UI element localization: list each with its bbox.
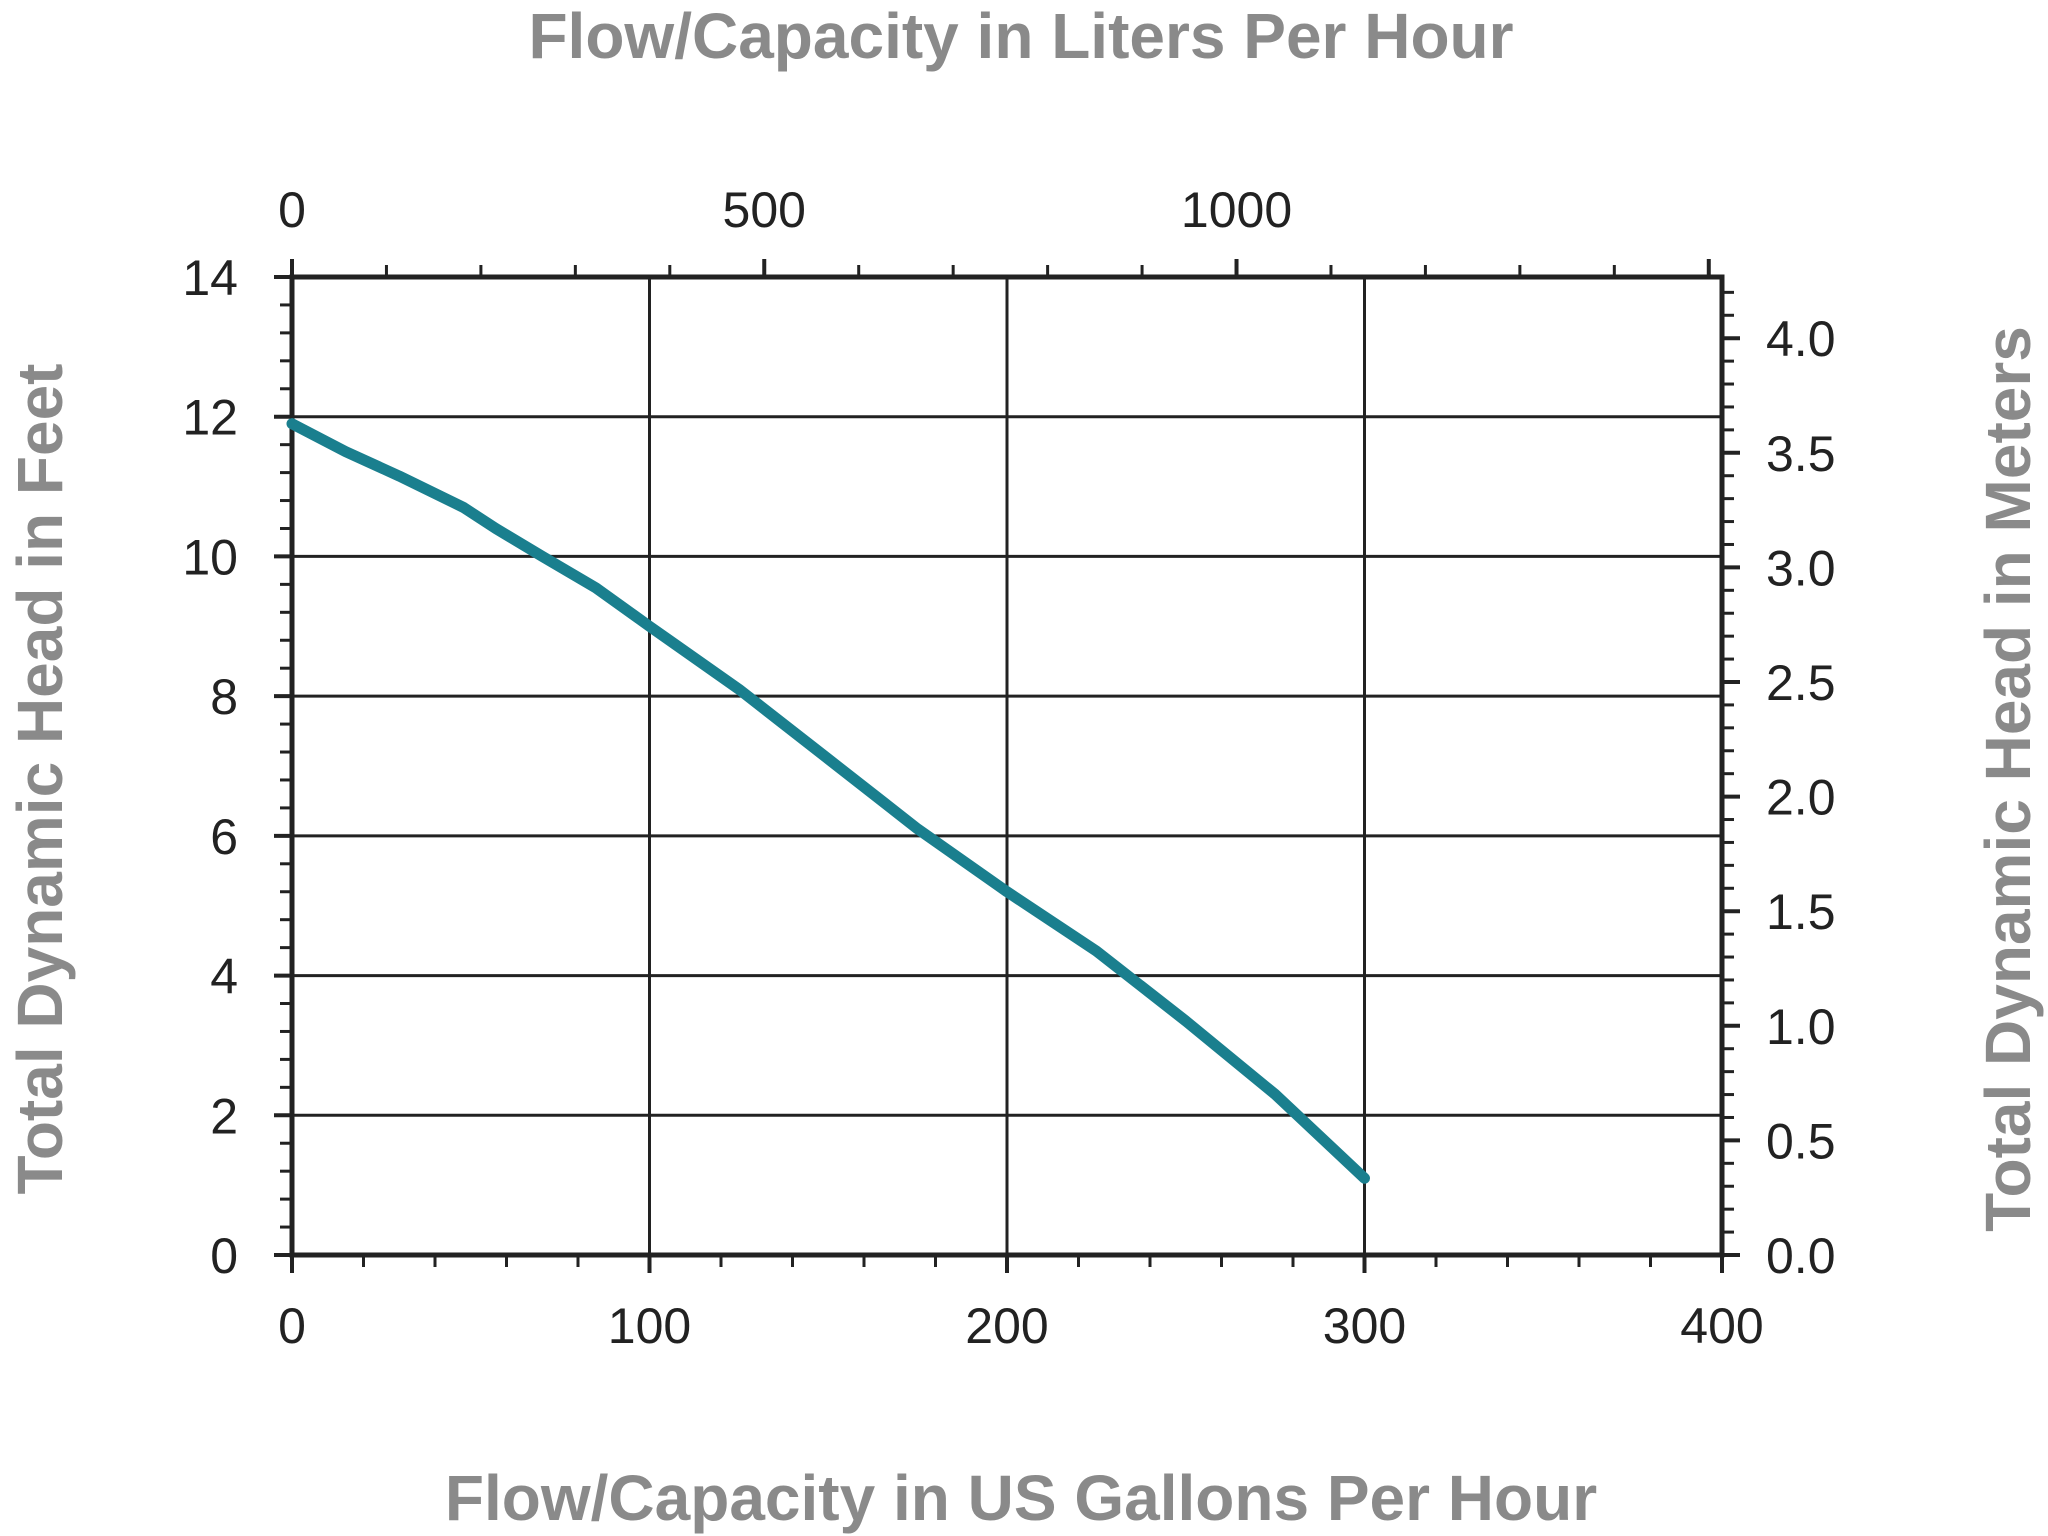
left-axis-tick-label: 10 — [182, 529, 238, 585]
left-axis-tick-label: 0 — [210, 1228, 238, 1284]
top-axis-tick-label: 1000 — [1181, 182, 1292, 238]
left-axis-title: Total Dynamic Head in Feet — [4, 364, 76, 1195]
left-axis-tick-label: 8 — [210, 669, 238, 725]
right-axis-tick-label: 3.0 — [1766, 540, 1836, 596]
left-axis-tick-label: 14 — [182, 250, 238, 306]
bottom-axis-title: Flow/Capacity in US Gallons Per Hour — [445, 1462, 1597, 1534]
plot-frame — [289, 274, 1725, 1258]
left-axis-tick-labels: 0 2 4 6 8 10 12 14 — [182, 250, 238, 1284]
bottom-axis-tick-label: 400 — [1680, 1298, 1763, 1354]
top-axis-tick-label: 500 — [723, 182, 806, 238]
left-axis-tick-label: 12 — [182, 390, 238, 446]
grid-lines — [292, 277, 1722, 1255]
left-axis-tick-label: 4 — [210, 949, 238, 1005]
top-axis-title: Flow/Capacity in Liters Per Hour — [528, 0, 1513, 72]
left-axis-tick-label: 2 — [210, 1088, 238, 1144]
bottom-axis-tick-label: 200 — [965, 1298, 1048, 1354]
right-axis-tick-label: 2.0 — [1766, 770, 1836, 826]
right-axis-tick-label: 0.0 — [1766, 1228, 1836, 1284]
top-axis-tick-labels: 0 500 1000 — [278, 182, 1292, 238]
right-axis-title: Total Dynamic Head in Meters — [1972, 326, 2044, 1232]
right-axis-tick-label: 1.5 — [1766, 884, 1836, 940]
bottom-axis-tick-label: 0 — [278, 1298, 306, 1354]
right-axis-tick-label: 4.0 — [1766, 311, 1836, 367]
right-axis-tick-label: 0.5 — [1766, 1113, 1836, 1169]
right-axis-tick-labels: 0.0 0.5 1.0 1.5 2.0 2.5 3.0 3.5 4.0 — [1766, 311, 1836, 1284]
right-axis-tick-label: 2.5 — [1766, 655, 1836, 711]
bottom-axis-tick-label: 300 — [1323, 1298, 1406, 1354]
bottom-axis-tick-labels: 0 100 200 300 400 — [278, 1298, 1764, 1354]
series-layer — [286, 418, 1370, 1184]
top-axis-tick-label: 0 — [278, 182, 306, 238]
left-axis-tick-label: 6 — [210, 809, 238, 865]
right-axis-tick-label: 1.0 — [1766, 999, 1836, 1055]
bottom-axis-tick-label: 100 — [608, 1298, 691, 1354]
pump-curve-series-line — [286, 418, 1370, 1184]
right-axis-tick-label: 3.5 — [1766, 426, 1836, 482]
